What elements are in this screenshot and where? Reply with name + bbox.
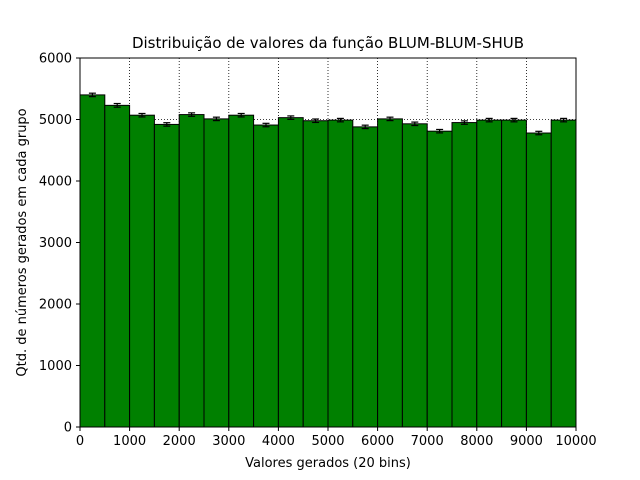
error-bar xyxy=(188,112,196,117)
histogram-bar xyxy=(253,124,279,428)
histogram-bar xyxy=(79,94,106,428)
y-tick-label: 4000 xyxy=(39,175,72,190)
histogram-bar xyxy=(129,114,155,428)
histogram-bar xyxy=(302,120,329,428)
error-bar xyxy=(535,130,543,136)
histogram-bar xyxy=(203,118,230,428)
error-bar xyxy=(88,92,96,98)
histogram-bar xyxy=(153,123,180,428)
y-tick-label: 6000 xyxy=(39,52,72,67)
error-bar xyxy=(262,122,270,128)
bars xyxy=(79,94,577,428)
histogram-bar xyxy=(228,114,255,428)
error-bars xyxy=(88,92,568,136)
x-tick-label: 5000 xyxy=(311,434,344,449)
histogram-bar xyxy=(476,119,503,428)
x-tick-label: 6000 xyxy=(361,434,394,449)
axis-ticks: 0 1000 2000 3000 4000 5000 6000 7000 8000 9000 100… xyxy=(39,52,597,450)
error-bar xyxy=(336,117,344,123)
error-bar xyxy=(460,120,468,125)
y-tick-label: 2000 xyxy=(39,298,72,313)
histogram-bar xyxy=(451,122,478,428)
histogram-bar xyxy=(501,119,527,428)
histogram-bar xyxy=(327,119,354,428)
error-bar xyxy=(436,128,444,134)
y-tick-label: 1000 xyxy=(39,359,72,374)
error-bar xyxy=(485,117,493,123)
y-tick-label: 0 xyxy=(64,421,72,436)
error-bar xyxy=(361,124,369,130)
histogram-bar xyxy=(104,104,131,428)
x-tick-label: 7000 xyxy=(411,434,444,449)
x-tick-label: 9000 xyxy=(510,434,543,449)
error-bar xyxy=(560,117,568,123)
x-axis-label: Valores gerados (20 bins) xyxy=(245,456,411,471)
error-bar xyxy=(312,118,320,124)
y-tick-label: 5000 xyxy=(39,113,72,128)
x-tick-label: 4000 xyxy=(262,434,295,449)
histogram-bar xyxy=(550,119,577,428)
x-tick-label: 0 xyxy=(76,434,84,449)
error-bar xyxy=(287,115,295,120)
x-tick-label: 3000 xyxy=(212,434,245,449)
error-bar xyxy=(510,117,518,123)
histogram-bar xyxy=(277,117,304,428)
histogram-bar xyxy=(352,126,379,428)
error-bar xyxy=(163,122,171,127)
histogram-bar xyxy=(178,114,205,428)
error-bar xyxy=(138,112,146,118)
y-tick-label: 3000 xyxy=(39,236,72,251)
y-axis-label: Qtd. de números gerados em cada grupo xyxy=(15,108,30,376)
histogram-bar xyxy=(401,123,428,428)
error-bar xyxy=(411,121,419,127)
error-bar xyxy=(212,116,220,122)
histogram-bar xyxy=(377,118,403,428)
histogram-bar xyxy=(525,132,552,428)
chart-title: Distribuição de valores da função BLUM-B… xyxy=(132,34,524,52)
x-tick-label: 1000 xyxy=(113,434,146,449)
error-bar xyxy=(386,116,394,122)
histogram-bar xyxy=(426,130,453,428)
error-bar xyxy=(113,102,121,108)
x-tick-label: 10000 xyxy=(555,434,596,449)
x-tick-label: 2000 xyxy=(163,434,196,449)
x-tick-label: 8000 xyxy=(460,434,493,449)
error-bar xyxy=(237,112,245,118)
